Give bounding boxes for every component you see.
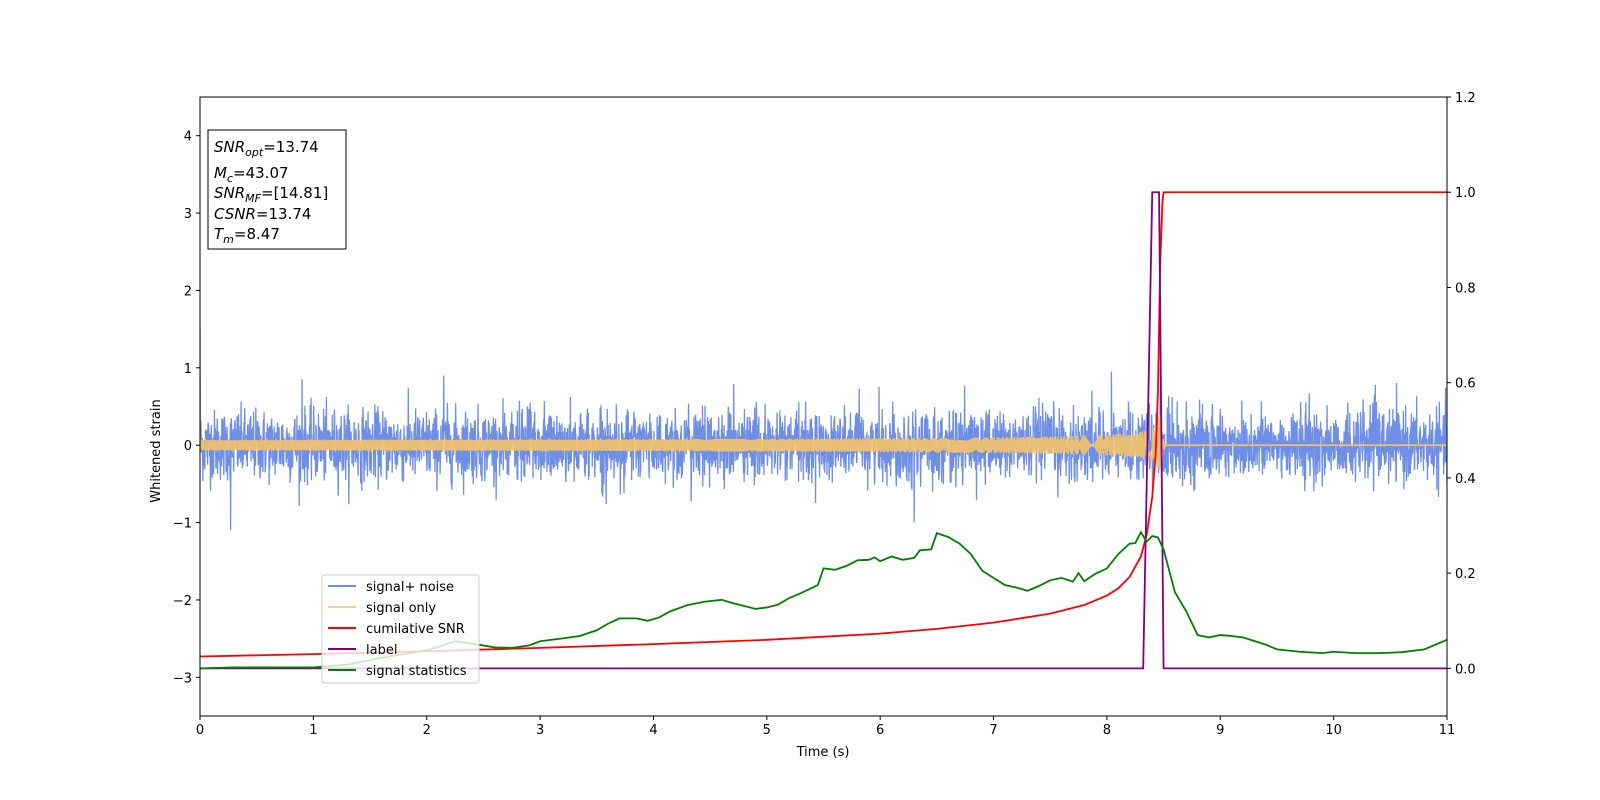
x-tick-label: 7 — [989, 723, 997, 738]
x-tick-label: 3 — [536, 723, 544, 738]
y-tick-label: −3 — [173, 671, 192, 686]
info-value: =13.74 — [256, 205, 312, 223]
series-layer — [200, 191, 1447, 670]
y-tick-label: −2 — [173, 594, 192, 609]
info-value: =[14.81] — [261, 184, 328, 202]
y-tick-label: −1 — [173, 517, 192, 532]
x-tick-label: 1 — [309, 723, 317, 738]
x-tick-label: 6 — [876, 723, 884, 738]
info-subscript: opt — [245, 146, 264, 159]
y-tick-label: 1 — [184, 362, 192, 377]
info-line: Tm=8.47 — [214, 225, 280, 246]
y2-tick-label: 0.2 — [1455, 567, 1476, 582]
x-tick-label: 10 — [1325, 723, 1342, 738]
x-tick-label: 11 — [1439, 723, 1456, 738]
y-tick-label: 3 — [184, 207, 192, 222]
legend-label-cumilative-snr: cumilative SNR — [366, 622, 465, 637]
legend-label-signal-statistics: signal statistics — [366, 664, 467, 679]
x-tick-label: 4 — [649, 723, 657, 738]
info-subscript: c — [227, 172, 233, 185]
legend-frame — [321, 574, 480, 684]
x-tick-label: 8 — [1103, 723, 1111, 738]
x-axis-label: Time (s) — [796, 745, 850, 760]
series-signal-only-line — [200, 414, 1447, 471]
series-signal-noise-line — [200, 325, 1447, 531]
x-tick-label: 2 — [423, 723, 431, 738]
info-box: SNRopt=13.74Mc=43.07SNRMF=[14.81]CSNR=13… — [207, 129, 347, 250]
plot-frame — [199, 96, 1448, 717]
series-signal-statistics-line — [200, 530, 1447, 670]
info-subscript: m — [223, 233, 234, 246]
y-tick-label: 0 — [184, 439, 192, 454]
info-subscript: MF — [245, 192, 261, 205]
y-axis-label: Whitened strain — [149, 399, 164, 502]
legend: signal+ noise signal only cumilative SNR la… — [321, 574, 480, 684]
info-line: Mc=43.07 — [214, 164, 289, 185]
x-tick-label: 0 — [196, 723, 204, 738]
y2-tick-label: 0.0 — [1455, 662, 1476, 677]
legend-label-label: label — [366, 643, 397, 658]
info-line: SNRopt=13.74 — [214, 138, 319, 159]
y2-tick-label: 1.0 — [1455, 186, 1476, 201]
y2-tick-label: 1.2 — [1455, 91, 1476, 106]
info-value: =13.74 — [263, 138, 319, 156]
info-symbol: CSNR — [214, 205, 256, 223]
axes-layer: 0 1 2 3 4 5 6 7 8 9 10 11 −3 −2 −1 0 1 2 3 4 0.0 0.2 0.4 0.6 0.8… — [173, 91, 1476, 738]
series-label-line — [200, 191, 1447, 670]
info-value: =8.47 — [234, 225, 280, 243]
info-value: =43.07 — [233, 164, 289, 182]
series-cumilative-snr-line — [200, 191, 1447, 658]
y2-tick-label: 0.6 — [1455, 377, 1476, 392]
x-tick-label: 5 — [763, 723, 771, 738]
info-symbol: T — [214, 225, 225, 243]
y2-tick-label: 0.4 — [1455, 472, 1476, 487]
info-symbol: SNR — [214, 138, 245, 156]
info-symbol: SNR — [214, 184, 245, 202]
y-tick-label: 4 — [184, 130, 192, 145]
info-line: CSNR=13.74 — [214, 205, 311, 223]
info-line: SNRMF=[14.81] — [214, 184, 328, 205]
legend-label-signal-noise: signal+ noise — [366, 580, 454, 595]
y2-tick-label: 0.8 — [1455, 281, 1476, 296]
info-box-frame — [207, 129, 347, 250]
x-tick-label: 9 — [1216, 723, 1224, 738]
y-tick-label: 2 — [184, 284, 192, 299]
legend-label-signal-only: signal only — [366, 601, 436, 616]
info-symbol: M — [214, 164, 227, 182]
